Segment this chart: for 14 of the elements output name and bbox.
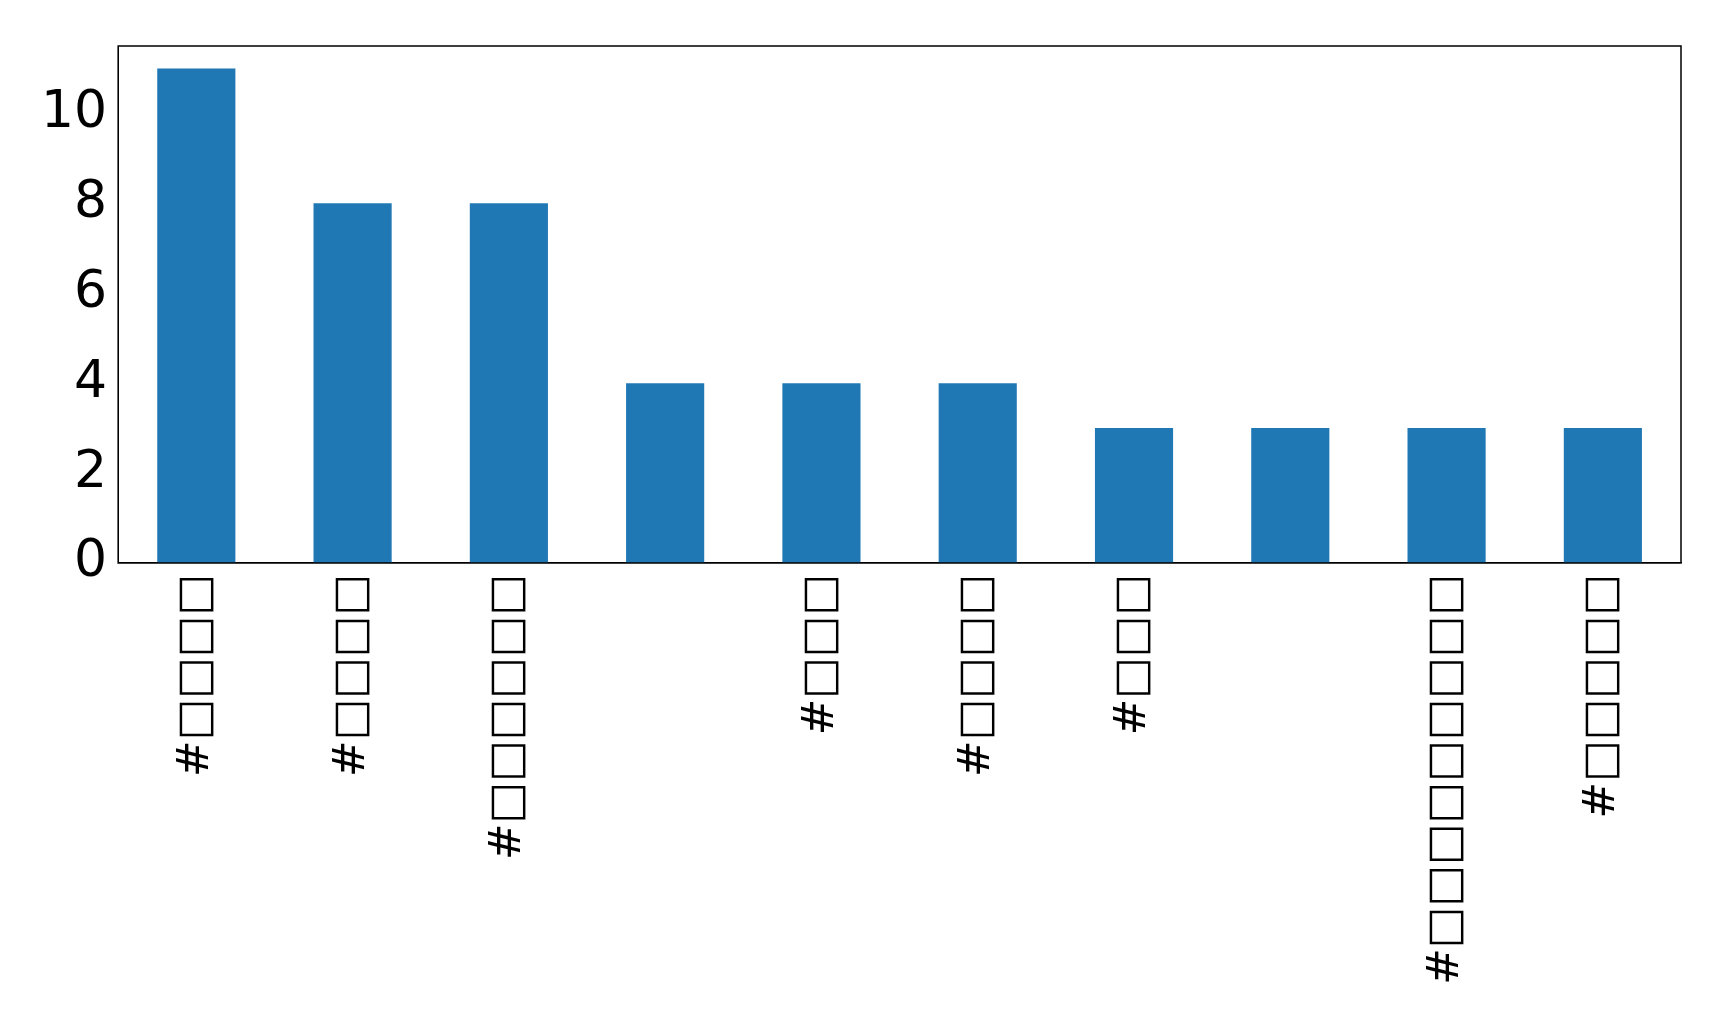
x-tick-label: #□□□□□ [1573, 573, 1625, 819]
x-tick-label: #□□□□ [166, 573, 218, 778]
x-tick-label: #□□□□ [948, 573, 1000, 778]
x-tick-label: #□□□□□□□□□ [1417, 573, 1469, 986]
x-tick-label: #□□□ [1104, 573, 1156, 736]
x-tick-label: #□□□ [791, 573, 843, 736]
x-tick-label: #□□□□ [323, 573, 375, 778]
y-tick-label: 2 [74, 438, 108, 499]
y-tick-label: 6 [74, 258, 108, 319]
y-tick-label: 0 [74, 528, 108, 589]
y-tick-label: 10 [41, 78, 108, 139]
y-tick-label: 4 [74, 348, 108, 409]
x-tick-label: #□□□□□□ [479, 573, 531, 861]
y-tick-label: 8 [74, 168, 108, 229]
